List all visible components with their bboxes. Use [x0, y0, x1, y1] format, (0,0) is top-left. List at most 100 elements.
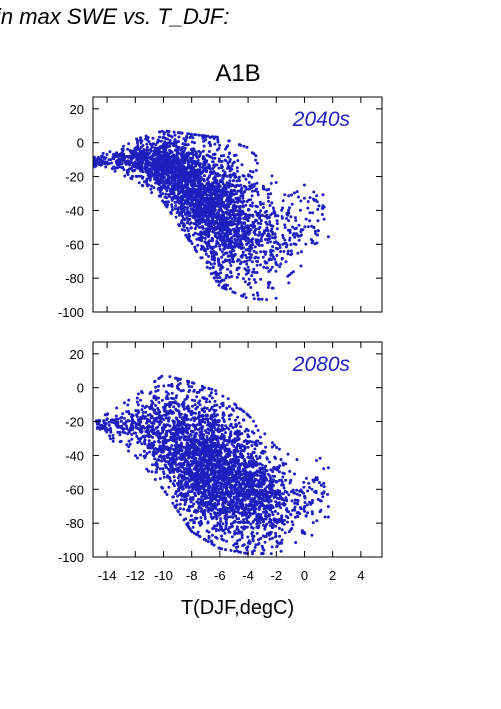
data-point: [297, 195, 300, 199]
data-point: [101, 155, 105, 159]
data-point: [118, 152, 121, 156]
data-point: [193, 227, 197, 231]
data-point: [250, 260, 254, 264]
data-point: [256, 221, 260, 225]
data-point: [101, 159, 105, 163]
data-point: [153, 447, 157, 451]
data-point: [265, 298, 269, 302]
data-point: [265, 532, 269, 536]
data-point: [174, 204, 178, 208]
data-point: [270, 201, 274, 205]
data-point: [170, 172, 174, 176]
data-point: [182, 149, 186, 153]
data-point: [304, 217, 308, 221]
data-point: [214, 270, 218, 274]
data-point: [177, 165, 181, 168]
data-point: [226, 144, 230, 148]
data-point: [185, 216, 189, 220]
data-point: [218, 190, 222, 193]
data-point: [251, 170, 255, 174]
data-point: [235, 406, 239, 410]
data-point: [207, 254, 210, 258]
data-point: [274, 296, 278, 300]
data-point: [200, 219, 204, 223]
data-point: [226, 283, 230, 287]
data-point: [212, 245, 216, 249]
data-point: [180, 210, 184, 214]
data-point: [221, 177, 225, 181]
figure-title: in max SWE vs. T_DJF:: [0, 4, 230, 29]
data-point: [139, 158, 143, 162]
data-point: [256, 190, 260, 194]
data-point: [228, 213, 232, 217]
data-point: [242, 144, 246, 148]
data-point: [170, 169, 174, 173]
data-point: [194, 193, 198, 197]
data-point: [265, 456, 269, 460]
data-point: [269, 181, 273, 185]
data-point: [159, 139, 163, 143]
data-point: [235, 166, 239, 170]
data-point: [182, 208, 186, 212]
data-point: [192, 168, 196, 172]
data-point: [215, 179, 219, 183]
data-point: [281, 199, 285, 203]
data-point: [251, 293, 255, 297]
data-point: [239, 143, 243, 147]
data-point: [254, 424, 258, 428]
data-point: [221, 242, 225, 246]
data-point: [155, 150, 159, 154]
data-point: [289, 215, 293, 219]
data-point: [158, 194, 162, 198]
data-point: [154, 389, 158, 393]
data-point: [183, 398, 187, 402]
data-point: [250, 194, 254, 198]
data-point: [206, 244, 209, 248]
data-point: [249, 198, 253, 202]
data-point: [195, 208, 199, 212]
data-point: [179, 200, 183, 204]
data-point: [171, 143, 175, 147]
data-point: [315, 194, 319, 198]
data-point: [145, 148, 149, 152]
data-point: [274, 269, 278, 273]
data-point: [238, 538, 242, 542]
data-point: [246, 545, 250, 549]
data-point: [234, 217, 237, 221]
data-point: [188, 217, 192, 221]
data-point: [182, 173, 186, 177]
data-point: [171, 501, 175, 505]
data-point: [266, 196, 270, 199]
data-point: [303, 225, 307, 229]
data-point: [249, 245, 253, 249]
data-point: [195, 395, 199, 399]
data-point: [151, 173, 155, 177]
data-point: [176, 161, 180, 165]
data-point: [223, 259, 227, 263]
data-point: [213, 156, 217, 160]
data-point: [158, 158, 162, 162]
data-point: [225, 174, 229, 178]
data-point: [166, 423, 170, 427]
data-point: [247, 238, 251, 241]
data-point: [170, 444, 174, 447]
data-point: [254, 238, 258, 242]
data-point: [280, 208, 284, 212]
data-point: [229, 287, 232, 291]
data-point: [217, 166, 221, 170]
data-point: [223, 234, 227, 238]
data-point: [177, 183, 181, 187]
data-point: [150, 463, 154, 467]
data-point: [180, 228, 184, 232]
data-point: [232, 249, 236, 253]
data-point: [131, 153, 135, 157]
data-point: [189, 167, 193, 171]
data-point: [204, 207, 208, 211]
data-point: [226, 181, 230, 185]
y-tick-label: 0: [77, 136, 84, 151]
data-point: [241, 228, 245, 232]
data-point: [272, 209, 276, 213]
data-point: [180, 131, 184, 135]
data-point: [157, 174, 160, 178]
data-point: [106, 162, 109, 166]
